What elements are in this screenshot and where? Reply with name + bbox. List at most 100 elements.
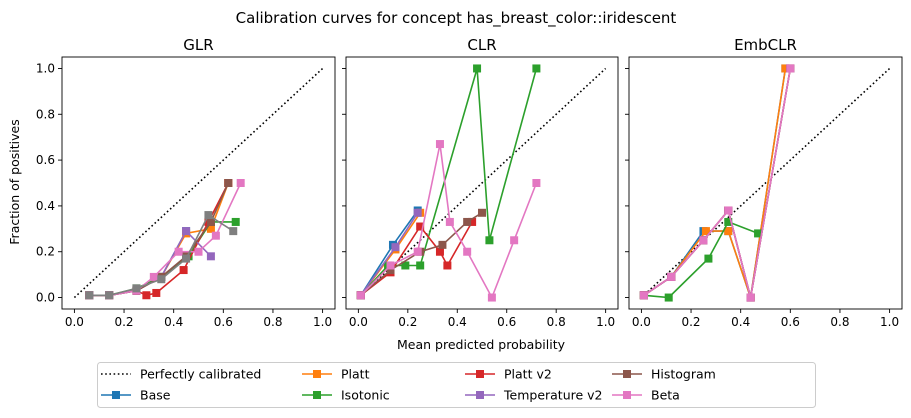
data-point xyxy=(224,179,233,187)
x-tick-label: 0.6 xyxy=(781,315,800,329)
calibration-line xyxy=(640,67,891,299)
data-point xyxy=(701,227,710,236)
data-point xyxy=(157,275,166,284)
x-tick-label: 0.4 xyxy=(448,315,467,329)
series-platt xyxy=(639,64,790,302)
y-tick-label: 0.0 xyxy=(36,291,55,305)
x-axis-label: Mean predicted probability xyxy=(397,337,566,352)
series-beta xyxy=(639,64,795,302)
x-tick-label: 0.8 xyxy=(830,315,849,329)
axes-frame xyxy=(628,56,903,310)
data-point xyxy=(206,224,215,233)
series-line xyxy=(643,68,787,298)
y-tick-label: 0.2 xyxy=(36,245,55,259)
legend-entry-perfectly-calibrated: Perfectly calibrated xyxy=(101,367,261,382)
legend-label: Temperature v2 xyxy=(503,388,603,403)
y-axis-label: Fraction of positives xyxy=(7,119,22,244)
data-point xyxy=(754,229,763,238)
data-point xyxy=(152,288,161,297)
x-tick-label: 0.4 xyxy=(164,315,183,329)
axes-frame xyxy=(61,56,336,310)
legend-marker xyxy=(112,391,120,399)
legend-entry-temperature-v2: Temperature v2 xyxy=(465,388,603,403)
data-point xyxy=(236,179,245,187)
legend-label: Perfectly calibrated xyxy=(140,367,261,382)
data-point xyxy=(443,261,452,270)
data-point xyxy=(179,266,188,275)
legend-marker xyxy=(623,370,631,378)
legend-marker xyxy=(313,370,321,378)
data-point xyxy=(142,291,151,300)
data-point xyxy=(478,208,486,217)
panels: GLR 0.0 0.2 0.4 0.6 0.8 1.0 0.0 0.2 0.4 0.6 0.8 1.0 C… xyxy=(36,36,903,329)
series-line xyxy=(643,68,787,298)
data-point xyxy=(724,217,733,226)
data-point xyxy=(229,227,238,236)
data-point xyxy=(468,217,477,226)
x-tick-label: 0.0 xyxy=(349,315,368,329)
panel-title: EmbCLR xyxy=(734,36,797,54)
legend-marker xyxy=(476,391,484,399)
y-tick-label: 0.4 xyxy=(36,199,55,213)
panel-title: GLR xyxy=(183,36,213,54)
panel-clr: CLR 0.0 0.2 0.4 0.6 0.8 1.0 xyxy=(342,36,619,329)
data-point xyxy=(413,247,422,256)
data-point xyxy=(391,243,400,252)
legend-label: Histogram xyxy=(651,367,716,382)
data-point xyxy=(182,227,191,236)
data-point xyxy=(463,247,472,256)
legend-label: Platt v2 xyxy=(504,367,552,382)
x-tick-label: 1.0 xyxy=(596,315,615,329)
data-point xyxy=(416,261,425,270)
series-temperature-v2 xyxy=(85,227,215,300)
data-point xyxy=(413,208,422,217)
legend-label: Base xyxy=(140,388,171,403)
x-tick-label: 0.0 xyxy=(65,315,84,329)
data-point xyxy=(206,217,215,226)
data-point xyxy=(746,293,755,302)
plot-area xyxy=(639,64,891,302)
x-tick-label: 0.4 xyxy=(731,315,750,329)
panel-title: CLR xyxy=(467,36,496,54)
axes-frame xyxy=(345,56,619,310)
data-point xyxy=(532,64,541,73)
series-perfectly-calibrated xyxy=(640,67,891,299)
data-point xyxy=(204,211,213,220)
panel-glr: GLR 0.0 0.2 0.4 0.6 0.8 1.0 0.0 0.2 0.4 0.6 0.8 1.0 xyxy=(36,36,336,329)
data-point xyxy=(401,261,410,270)
series-base xyxy=(639,64,790,302)
panel-embclr: EmbCLR 0.0 0.2 0.4 0.6 0.8 1.0 xyxy=(625,36,903,329)
data-point xyxy=(699,236,708,245)
x-tick-label: 1.0 xyxy=(313,315,332,329)
data-point xyxy=(473,64,482,73)
data-point xyxy=(786,64,795,73)
figure-title: Calibration curves for concept has_breas… xyxy=(236,9,677,28)
data-point xyxy=(704,254,713,263)
legend-label: Beta xyxy=(651,388,680,403)
series-line xyxy=(360,221,473,296)
data-point xyxy=(781,64,790,73)
data-point xyxy=(386,266,395,275)
x-tick-label: 0.2 xyxy=(114,315,133,329)
y-tick-label: 0.8 xyxy=(36,107,55,121)
data-point xyxy=(194,247,203,256)
data-point xyxy=(724,227,733,236)
data-point xyxy=(85,291,94,300)
legend-marker xyxy=(476,370,484,378)
data-point xyxy=(667,272,676,281)
data-point xyxy=(487,293,496,302)
series-beta xyxy=(356,140,541,302)
data-point xyxy=(182,254,191,263)
legend: Perfectly calibrated Base Platt Isotonic Pla… xyxy=(97,362,816,408)
y-tick-label: 0.6 xyxy=(36,153,55,167)
plot-area xyxy=(356,64,607,302)
x-tick-label: 1.0 xyxy=(880,315,899,329)
legend-label: Platt xyxy=(341,367,370,382)
data-point xyxy=(149,272,158,281)
y-tick-label: 1.0 xyxy=(36,61,55,75)
data-point xyxy=(132,284,141,293)
series-line xyxy=(360,212,419,296)
x-tick-label: 0.6 xyxy=(214,315,233,329)
data-point xyxy=(510,236,519,245)
